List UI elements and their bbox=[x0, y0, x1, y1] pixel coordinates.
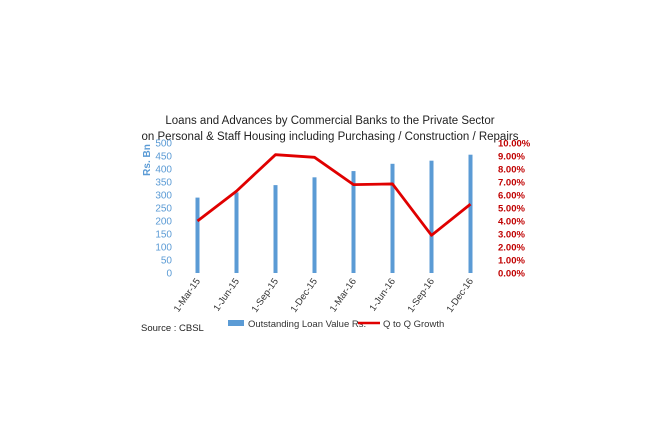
legend-label-bars: Outstanding Loan Value Rs. bbox=[248, 319, 366, 330]
left-tick-label: 350 bbox=[155, 178, 172, 189]
left-tick-label: 50 bbox=[161, 256, 173, 267]
left-tick-label: 500 bbox=[155, 139, 172, 150]
growth-line-series bbox=[196, 153, 472, 237]
bar-series bbox=[195, 154, 473, 273]
right-tick-label: 10.00% bbox=[498, 139, 531, 150]
legend: Outstanding Loan Value Rs. Q to Q Growth bbox=[228, 319, 444, 330]
right-tick-label: 1.00% bbox=[498, 256, 525, 267]
left-tick-label: 450 bbox=[155, 152, 172, 163]
right-tick-label: 4.00% bbox=[498, 217, 525, 228]
x-tick-label: 1-Dec-15 bbox=[289, 276, 320, 314]
right-tick-label: 9.00% bbox=[498, 152, 525, 163]
right-tick-label: 2.00% bbox=[498, 243, 525, 254]
x-tick-label: 1-Dec-16 bbox=[445, 276, 476, 314]
x-tick-label: 1-Mar-16 bbox=[328, 276, 359, 314]
right-tick-label: 8.00% bbox=[498, 165, 525, 176]
legend-swatch-bars bbox=[228, 320, 244, 326]
chart-title-line-1: Loans and Advances by Commercial Banks t… bbox=[165, 115, 494, 127]
left-axis-ticks: 0 50 100 150 200 250 300 350 400 450 500 bbox=[155, 139, 172, 280]
growth-line bbox=[196, 153, 472, 237]
x-tick-label: 1-Jun-16 bbox=[367, 276, 398, 313]
right-tick-label: 6.00% bbox=[498, 191, 525, 202]
source-note: Source : CBSL bbox=[141, 323, 204, 334]
right-tick-label: 7.00% bbox=[498, 178, 525, 189]
right-tick-label: 5.00% bbox=[498, 204, 525, 215]
chart-title-line-2: on Personal & Staff Housing including Pu… bbox=[142, 131, 519, 143]
right-tick-label: 3.00% bbox=[498, 230, 525, 241]
left-tick-label: 250 bbox=[155, 204, 172, 215]
left-tick-label: 400 bbox=[155, 165, 172, 176]
x-tick-label: 1-Sep-15 bbox=[250, 276, 281, 314]
x-tick-label: 1-Jun-15 bbox=[211, 276, 242, 313]
left-tick-label: 0 bbox=[166, 269, 172, 280]
x-tick-label: 1-Sep-16 bbox=[406, 276, 437, 314]
bar bbox=[312, 177, 317, 273]
left-tick-label: 150 bbox=[155, 230, 172, 241]
bar bbox=[351, 171, 356, 273]
bar bbox=[195, 197, 200, 273]
x-tick-label: 1-Mar-15 bbox=[172, 276, 203, 314]
left-tick-label: 200 bbox=[155, 217, 172, 228]
legend-label-line: Q to Q Growth bbox=[383, 319, 444, 330]
left-tick-label: 300 bbox=[155, 191, 172, 202]
y-axis-label: Rs. Bn bbox=[142, 144, 153, 176]
bar bbox=[390, 163, 395, 273]
bar bbox=[273, 185, 278, 273]
bar bbox=[234, 192, 239, 273]
right-tick-label: 0.00% bbox=[498, 269, 525, 280]
bar bbox=[468, 154, 473, 273]
bar bbox=[429, 160, 434, 273]
left-tick-label: 100 bbox=[155, 243, 172, 254]
right-axis-ticks: 0.00% 1.00% 2.00% 3.00% 4.00% 5.00% 6.00% 7.00%… bbox=[498, 139, 531, 280]
x-axis-ticks: 1-Mar-15 1-Jun-15 1-Sep-15 1-Dec-15 1-Mar-16… bbox=[172, 276, 476, 314]
